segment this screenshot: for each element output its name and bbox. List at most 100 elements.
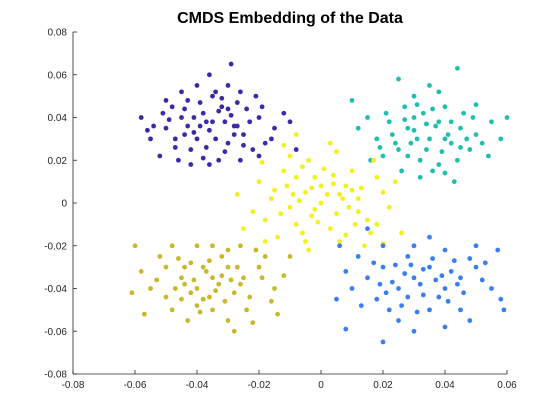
data-point xyxy=(377,281,383,287)
data-point xyxy=(247,294,253,300)
data-point xyxy=(272,286,277,291)
data-point xyxy=(219,104,225,110)
data-point xyxy=(343,183,349,189)
data-point xyxy=(501,307,507,313)
data-point xyxy=(331,172,336,178)
data-point xyxy=(473,132,479,138)
data-point xyxy=(216,157,222,163)
data-point xyxy=(424,147,429,152)
data-point xyxy=(222,119,228,125)
data-point xyxy=(309,185,315,191)
data-point xyxy=(262,140,268,146)
data-point xyxy=(411,275,417,281)
data-point xyxy=(430,106,435,112)
data-point xyxy=(210,119,215,125)
data-point xyxy=(182,281,188,287)
data-point xyxy=(473,102,479,108)
data-point xyxy=(216,108,222,114)
data-point xyxy=(141,311,147,317)
data-point xyxy=(203,119,209,125)
data-point xyxy=(355,254,361,259)
data-point xyxy=(238,89,243,95)
data-point xyxy=(464,136,470,142)
data-point xyxy=(498,296,504,302)
data-point xyxy=(495,247,501,253)
data-point xyxy=(467,147,473,152)
data-point xyxy=(371,260,377,266)
data-point xyxy=(386,119,392,125)
data-point xyxy=(185,98,191,103)
data-point xyxy=(417,281,423,287)
data-point xyxy=(451,258,457,264)
data-point xyxy=(238,157,243,163)
data-point xyxy=(222,298,228,304)
x-tick-label: 0.04 xyxy=(435,380,455,391)
data-point xyxy=(228,277,234,283)
data-point xyxy=(386,307,392,313)
data-point xyxy=(262,239,268,244)
y-tick-label: -0.02 xyxy=(44,241,67,252)
data-point xyxy=(262,217,268,223)
data-point xyxy=(420,110,426,116)
data-point xyxy=(197,123,203,129)
series-2 xyxy=(234,132,404,253)
data-point xyxy=(442,170,448,176)
data-point xyxy=(343,326,349,332)
data-point xyxy=(442,286,448,291)
data-point xyxy=(300,230,305,236)
data-point xyxy=(414,136,420,142)
data-point xyxy=(207,162,212,167)
data-point xyxy=(349,187,355,193)
data-point xyxy=(436,294,442,300)
data-point xyxy=(315,219,321,225)
data-point xyxy=(244,307,250,313)
data-point xyxy=(427,307,432,313)
data-point xyxy=(355,125,361,131)
data-point xyxy=(380,153,386,159)
x-tick-label: 0.02 xyxy=(373,380,393,391)
data-point xyxy=(479,140,485,146)
data-point xyxy=(194,83,200,88)
data-point xyxy=(203,145,209,150)
data-point xyxy=(225,106,231,112)
data-point xyxy=(148,136,153,142)
data-point xyxy=(439,149,445,155)
data-point xyxy=(203,269,209,274)
data-point xyxy=(157,254,163,259)
data-point xyxy=(349,98,355,103)
data-point xyxy=(207,72,212,78)
data-point xyxy=(303,189,308,195)
data-point xyxy=(355,209,361,214)
data-point xyxy=(405,153,411,159)
data-point xyxy=(185,123,191,129)
data-point xyxy=(194,136,200,142)
data-point xyxy=(231,132,237,138)
data-point xyxy=(461,110,466,116)
data-point xyxy=(194,243,200,249)
data-point xyxy=(473,264,479,270)
data-point xyxy=(442,136,448,142)
data-point xyxy=(455,65,460,71)
data-point xyxy=(402,271,408,276)
data-point xyxy=(275,234,280,240)
data-point xyxy=(365,115,370,120)
y-tick-label: 0.06 xyxy=(48,70,68,81)
data-point xyxy=(293,174,299,180)
data-point xyxy=(420,292,426,298)
data-point xyxy=(433,277,439,283)
data-point xyxy=(132,243,138,249)
x-tick-label: -0.02 xyxy=(248,380,271,391)
data-point xyxy=(389,279,395,285)
data-point xyxy=(327,140,333,146)
data-point xyxy=(262,254,268,259)
data-point xyxy=(222,149,228,155)
data-point xyxy=(182,132,188,138)
data-point xyxy=(377,145,383,150)
data-point xyxy=(293,132,299,138)
data-point xyxy=(163,264,169,270)
data-point xyxy=(396,286,401,291)
data-point xyxy=(343,269,349,274)
data-point xyxy=(129,290,135,296)
data-point xyxy=(287,153,293,159)
data-point xyxy=(210,275,215,281)
